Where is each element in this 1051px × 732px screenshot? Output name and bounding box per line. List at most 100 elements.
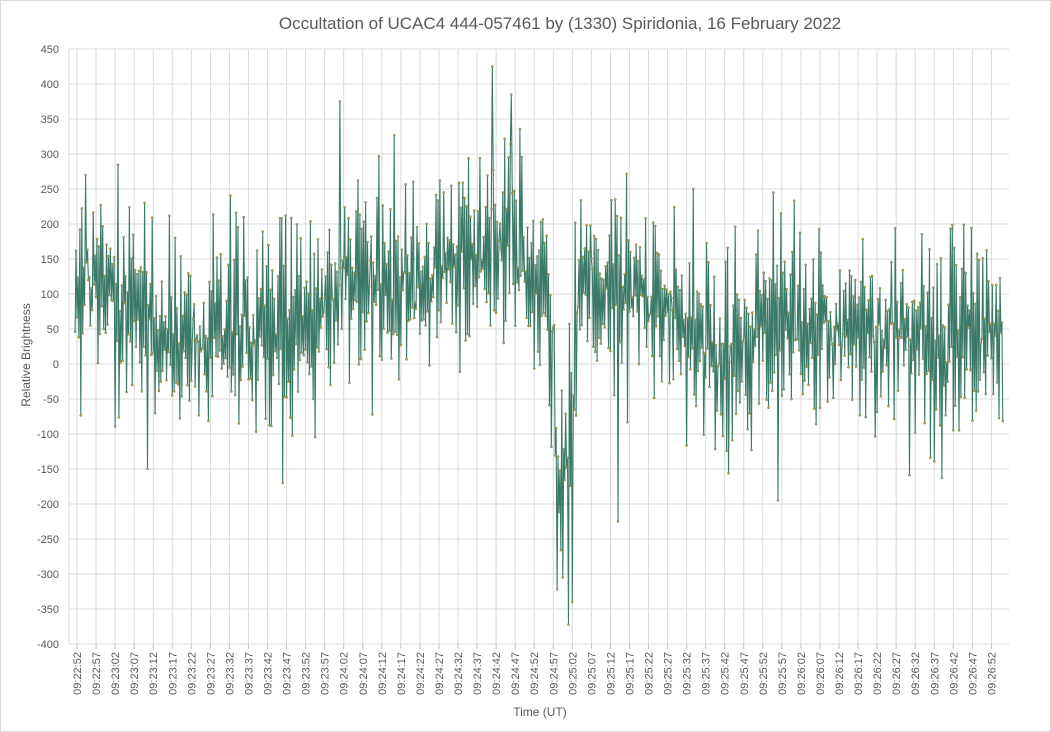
data-point: [148, 282, 152, 286]
data-point: [531, 310, 534, 314]
x-tick-label: 09:23:27: [205, 652, 217, 695]
data-point: [257, 296, 261, 300]
data-point: [272, 297, 276, 301]
data-point: [383, 241, 387, 245]
data-point: [451, 243, 455, 246]
data-point: [416, 285, 420, 289]
data-point: [691, 347, 694, 350]
data-point: [953, 404, 957, 408]
data-point: [594, 237, 598, 241]
data-point: [903, 317, 907, 321]
data-point: [95, 237, 99, 241]
data-point: [311, 397, 315, 401]
data-point: [611, 306, 614, 310]
data-point: [349, 317, 353, 320]
data-point: [902, 364, 906, 367]
data-point: [652, 396, 656, 400]
data-point: [299, 237, 303, 240]
data-point: [703, 351, 707, 355]
data-point: [989, 322, 992, 326]
data-point: [783, 260, 787, 263]
data-point: [762, 271, 766, 275]
data-point: [997, 416, 1001, 420]
y-tick-label: -50: [43, 394, 59, 406]
data-point: [366, 240, 369, 244]
data-point: [592, 234, 596, 238]
data-point: [772, 370, 776, 374]
data-point: [442, 191, 446, 194]
data-point: [726, 246, 729, 250]
data-point: [139, 266, 143, 269]
data-point: [262, 355, 266, 359]
data-point: [423, 255, 427, 259]
data-point: [543, 241, 547, 245]
data-point: [409, 317, 412, 321]
data-point: [955, 355, 959, 359]
data-point: [706, 347, 709, 350]
data-point: [398, 276, 402, 279]
data-point: [318, 297, 322, 300]
data-point: [860, 378, 864, 382]
data-point: [993, 334, 997, 337]
data-point: [686, 316, 689, 320]
data-point: [207, 419, 210, 423]
data-point: [854, 365, 858, 368]
data-point: [225, 299, 228, 303]
data-point: [679, 372, 683, 376]
data-point: [800, 320, 804, 324]
data-point: [340, 327, 344, 331]
data-point: [449, 280, 452, 284]
data-point: [768, 277, 771, 280]
data-point: [791, 250, 794, 254]
data-point: [229, 390, 233, 393]
data-point: [135, 272, 139, 276]
data-point: [119, 361, 123, 364]
data-point: [876, 297, 880, 301]
data-point: [269, 424, 273, 428]
data-point: [964, 271, 968, 275]
data-point: [991, 283, 994, 287]
data-point: [486, 174, 489, 177]
data-point: [186, 383, 189, 387]
data-point: [277, 382, 281, 386]
data-point: [723, 377, 727, 381]
data-point: [265, 264, 268, 268]
data-point: [777, 296, 781, 300]
data-point: [335, 270, 339, 274]
data-point: [646, 295, 649, 299]
data-point: [141, 270, 144, 274]
y-tick-label: 450: [41, 44, 59, 56]
data-point: [144, 354, 147, 357]
data-point: [130, 383, 134, 387]
data-point: [354, 210, 358, 213]
data-point: [80, 207, 84, 210]
x-tick-label: 09:26:12: [834, 652, 846, 695]
data-point: [680, 274, 684, 277]
data-point: [993, 322, 996, 326]
data-point: [84, 173, 87, 177]
data-point: [746, 427, 749, 431]
data-point: [770, 278, 773, 282]
data-point: [435, 335, 439, 339]
data-point: [369, 235, 373, 238]
data-point: [370, 413, 374, 416]
data-point: [709, 303, 712, 307]
data-point: [145, 270, 148, 274]
data-point: [170, 393, 174, 397]
data-point: [140, 389, 144, 393]
data-point: [744, 393, 748, 397]
data-point: [101, 224, 104, 228]
data-point: [861, 237, 865, 241]
data-point: [583, 247, 587, 250]
data-point: [606, 261, 609, 264]
y-tick-label: 150: [41, 254, 59, 266]
data-point: [752, 328, 756, 331]
data-point: [244, 279, 247, 282]
x-tick-label: 09:25:42: [720, 652, 732, 695]
data-point: [501, 191, 505, 194]
data-point: [397, 378, 401, 381]
data-point: [441, 276, 445, 280]
data-point: [698, 359, 702, 363]
data-point: [227, 263, 230, 267]
data-point: [879, 394, 883, 398]
